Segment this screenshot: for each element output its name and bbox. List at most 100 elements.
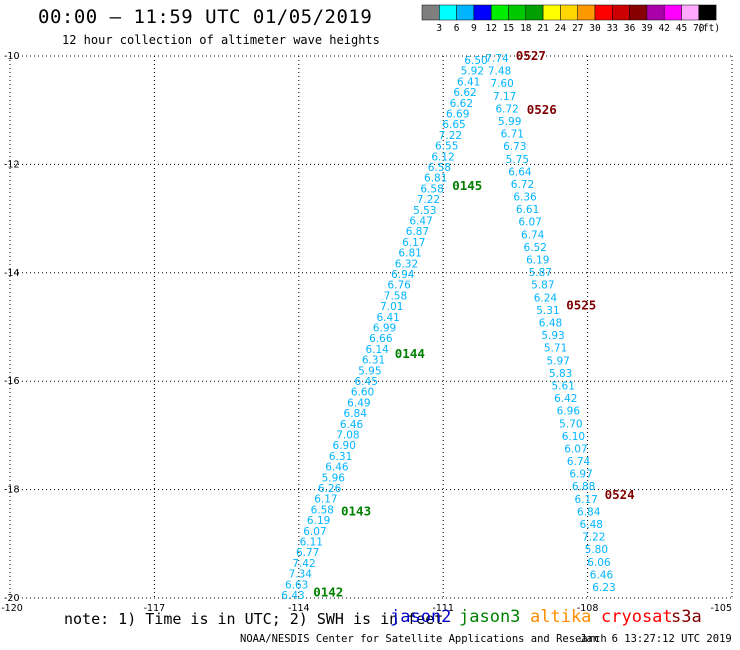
credit-text: NOAA/NESDIS Center for Satellite Applica… [240, 633, 607, 645]
legend-tick-label: 21 [537, 23, 549, 34]
pass-label: 0142 [313, 585, 343, 600]
wave-height-value: 6.72 [511, 179, 534, 191]
wave-height-value: 5.93 [541, 330, 564, 342]
s3a-track-values: 6.236.466.065.807.226.486.846.176.886.97… [485, 53, 615, 594]
legend-swatch [456, 4, 475, 21]
legend-swatch [681, 4, 700, 21]
wave-height-value: 6.46 [590, 569, 614, 581]
wave-height-value: 7.58 [384, 290, 407, 302]
wave-height-value: 6.97 [569, 469, 592, 481]
pass-label: 0525 [566, 297, 596, 312]
longitude-label: -120 [1, 603, 23, 614]
latitude-label: -12 [4, 159, 20, 170]
wave-height-value: 5.95 [358, 365, 381, 377]
wave-height-value: 7.22 [417, 194, 440, 206]
legend-swatch [629, 4, 648, 21]
wave-height-value: 7.22 [582, 532, 605, 544]
legend-tick-label: 30 [589, 23, 601, 34]
wave-height-value: 6.23 [592, 582, 615, 594]
pass-label: 0524 [605, 487, 635, 502]
wave-height-value: 7.74 [485, 53, 509, 65]
wave-height-value: 6.94 [391, 269, 415, 281]
wave-height-value: 6.74 [521, 229, 545, 241]
wave-height-value: 5.80 [585, 544, 608, 556]
map-title: 00:00 – 11:59 UTC 01/05/2019 [38, 6, 373, 28]
legend-swatch [612, 4, 630, 21]
wave-height-value: 6.62 [450, 98, 473, 110]
wave-height-value: 6.42 [554, 393, 577, 405]
wave-height-value: 7.48 [488, 66, 511, 78]
legend-swatch [646, 4, 665, 21]
wave-height-value: 7.17 [493, 91, 516, 103]
wave-height-value: 6.63 [285, 579, 308, 591]
wave-height-value: 6.26 [318, 483, 342, 495]
legend-tick-label: 27 [572, 23, 583, 34]
legend-tick-label: 39 [641, 23, 653, 34]
wave-height-value: 6.41 [457, 76, 480, 88]
wave-height-value: 6.31 [329, 451, 352, 463]
wave-height-value: 6.60 [351, 387, 374, 399]
latitude-label: -20 [4, 593, 20, 604]
legend-tick-label: 70 [693, 23, 705, 34]
legend-swatch [577, 4, 596, 21]
wave-height-value: 6.07 [564, 443, 587, 455]
wave-height-value: 6.58 [428, 162, 451, 174]
longitude-label: -117 [144, 603, 166, 614]
wave-height-value: 6.76 [387, 280, 411, 292]
legend-tick-label: 3 [436, 23, 442, 34]
wave-height-value: 6.24 [534, 292, 558, 304]
wave-height-value: 6.58 [420, 183, 443, 195]
wave-height-value: 6.31 [362, 355, 385, 367]
legend-swatch [525, 4, 544, 21]
credit-timestamp: Jan 6 13:27:12 UTC 2019 [580, 633, 732, 645]
wave-height-value: 6.19 [307, 515, 330, 527]
mission-jason3: jason3 [459, 607, 521, 627]
wave-height-value: 6.73 [503, 141, 526, 153]
wave-height-value: 6.07 [303, 526, 326, 538]
wave-height-value: 6.62 [453, 87, 476, 99]
wave-height-value: 7.08 [336, 430, 359, 442]
wave-height-value: 6.99 [373, 323, 396, 335]
wave-height-value: 7.01 [380, 301, 403, 313]
legend-swatch [490, 4, 509, 21]
legend-tick-label: 24 [555, 23, 567, 34]
wave-height-value: 6.19 [526, 255, 549, 267]
wave-height-value: 6.06 [587, 557, 611, 569]
wave-height-value: 6.17 [574, 494, 597, 506]
wave-height-value: 6.90 [333, 440, 356, 452]
legend-tick-label: 6 [454, 23, 460, 34]
wave-height-value: 6.69 [446, 109, 469, 121]
legend-swatch [473, 4, 492, 21]
wave-height-value: 6.14 [365, 344, 389, 356]
legend-unit: (ft) [697, 23, 720, 34]
wave-height-value: 6.77 [296, 547, 319, 559]
legend-tick-label: 9 [471, 23, 477, 34]
pass-label: 0526 [527, 102, 557, 117]
legend-swatch [421, 4, 440, 21]
wave-height-value: 5.87 [529, 267, 552, 279]
legend-swatch [542, 4, 561, 21]
wave-height-value: 6.74 [567, 456, 591, 468]
wave-height-value: 6.96 [557, 406, 581, 418]
wave-height-value: 5.87 [531, 280, 554, 292]
wave-height-value: 5.97 [546, 355, 569, 367]
wave-height-value: 5.70 [559, 418, 582, 430]
latitude-label: -18 [4, 485, 20, 496]
wave-height-value: 6.17 [314, 494, 337, 506]
wave-height-value: 5.53 [413, 205, 436, 217]
wave-height-value: 6.64 [508, 166, 532, 178]
legend-tick-label: 42 [658, 23, 669, 34]
legend-swatch [508, 4, 527, 21]
wave-height-value: 5.92 [461, 66, 484, 78]
legend-swatch [439, 4, 457, 21]
wave-height-value: 6.41 [376, 312, 399, 324]
legend-swatch [663, 4, 682, 21]
axis-labels: -10 -12 -14 -16 -18 -20-120 -117 -114 -111 -108 -1… [1, 51, 732, 614]
legend-tick-label: 45 [676, 23, 687, 34]
wave-height-value: 6.47 [409, 216, 432, 228]
wave-height-value: 6.43 [281, 590, 304, 602]
wave-height-value: 6.81 [424, 173, 447, 185]
legend-tick-label: 36 [624, 23, 636, 34]
wave-height-value: 6.88 [572, 481, 595, 493]
wave-height-value: 6.49 [347, 397, 370, 409]
